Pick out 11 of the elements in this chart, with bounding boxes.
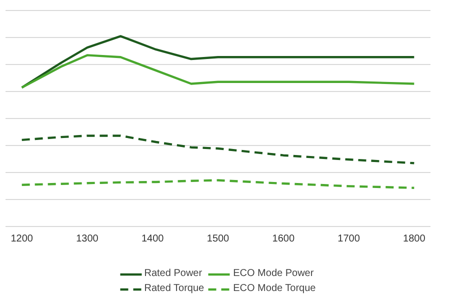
x-tick-label: 1400 [141, 234, 164, 245]
legend-label: ECO Mode Power [233, 268, 314, 279]
legend-label: Rated Power [144, 268, 202, 279]
legend-label: Rated Torque [144, 283, 204, 294]
x-tick-label: 1500 [206, 234, 230, 245]
legend-label: ECO Mode Torque [233, 283, 316, 294]
x-tick-label: 1200 [10, 234, 34, 245]
x-tick-label: 1300 [76, 234, 99, 245]
x-tick-label: 1800 [403, 234, 426, 245]
x-tick-label: 1700 [338, 234, 360, 245]
x-tick-label: 1600 [272, 234, 295, 245]
